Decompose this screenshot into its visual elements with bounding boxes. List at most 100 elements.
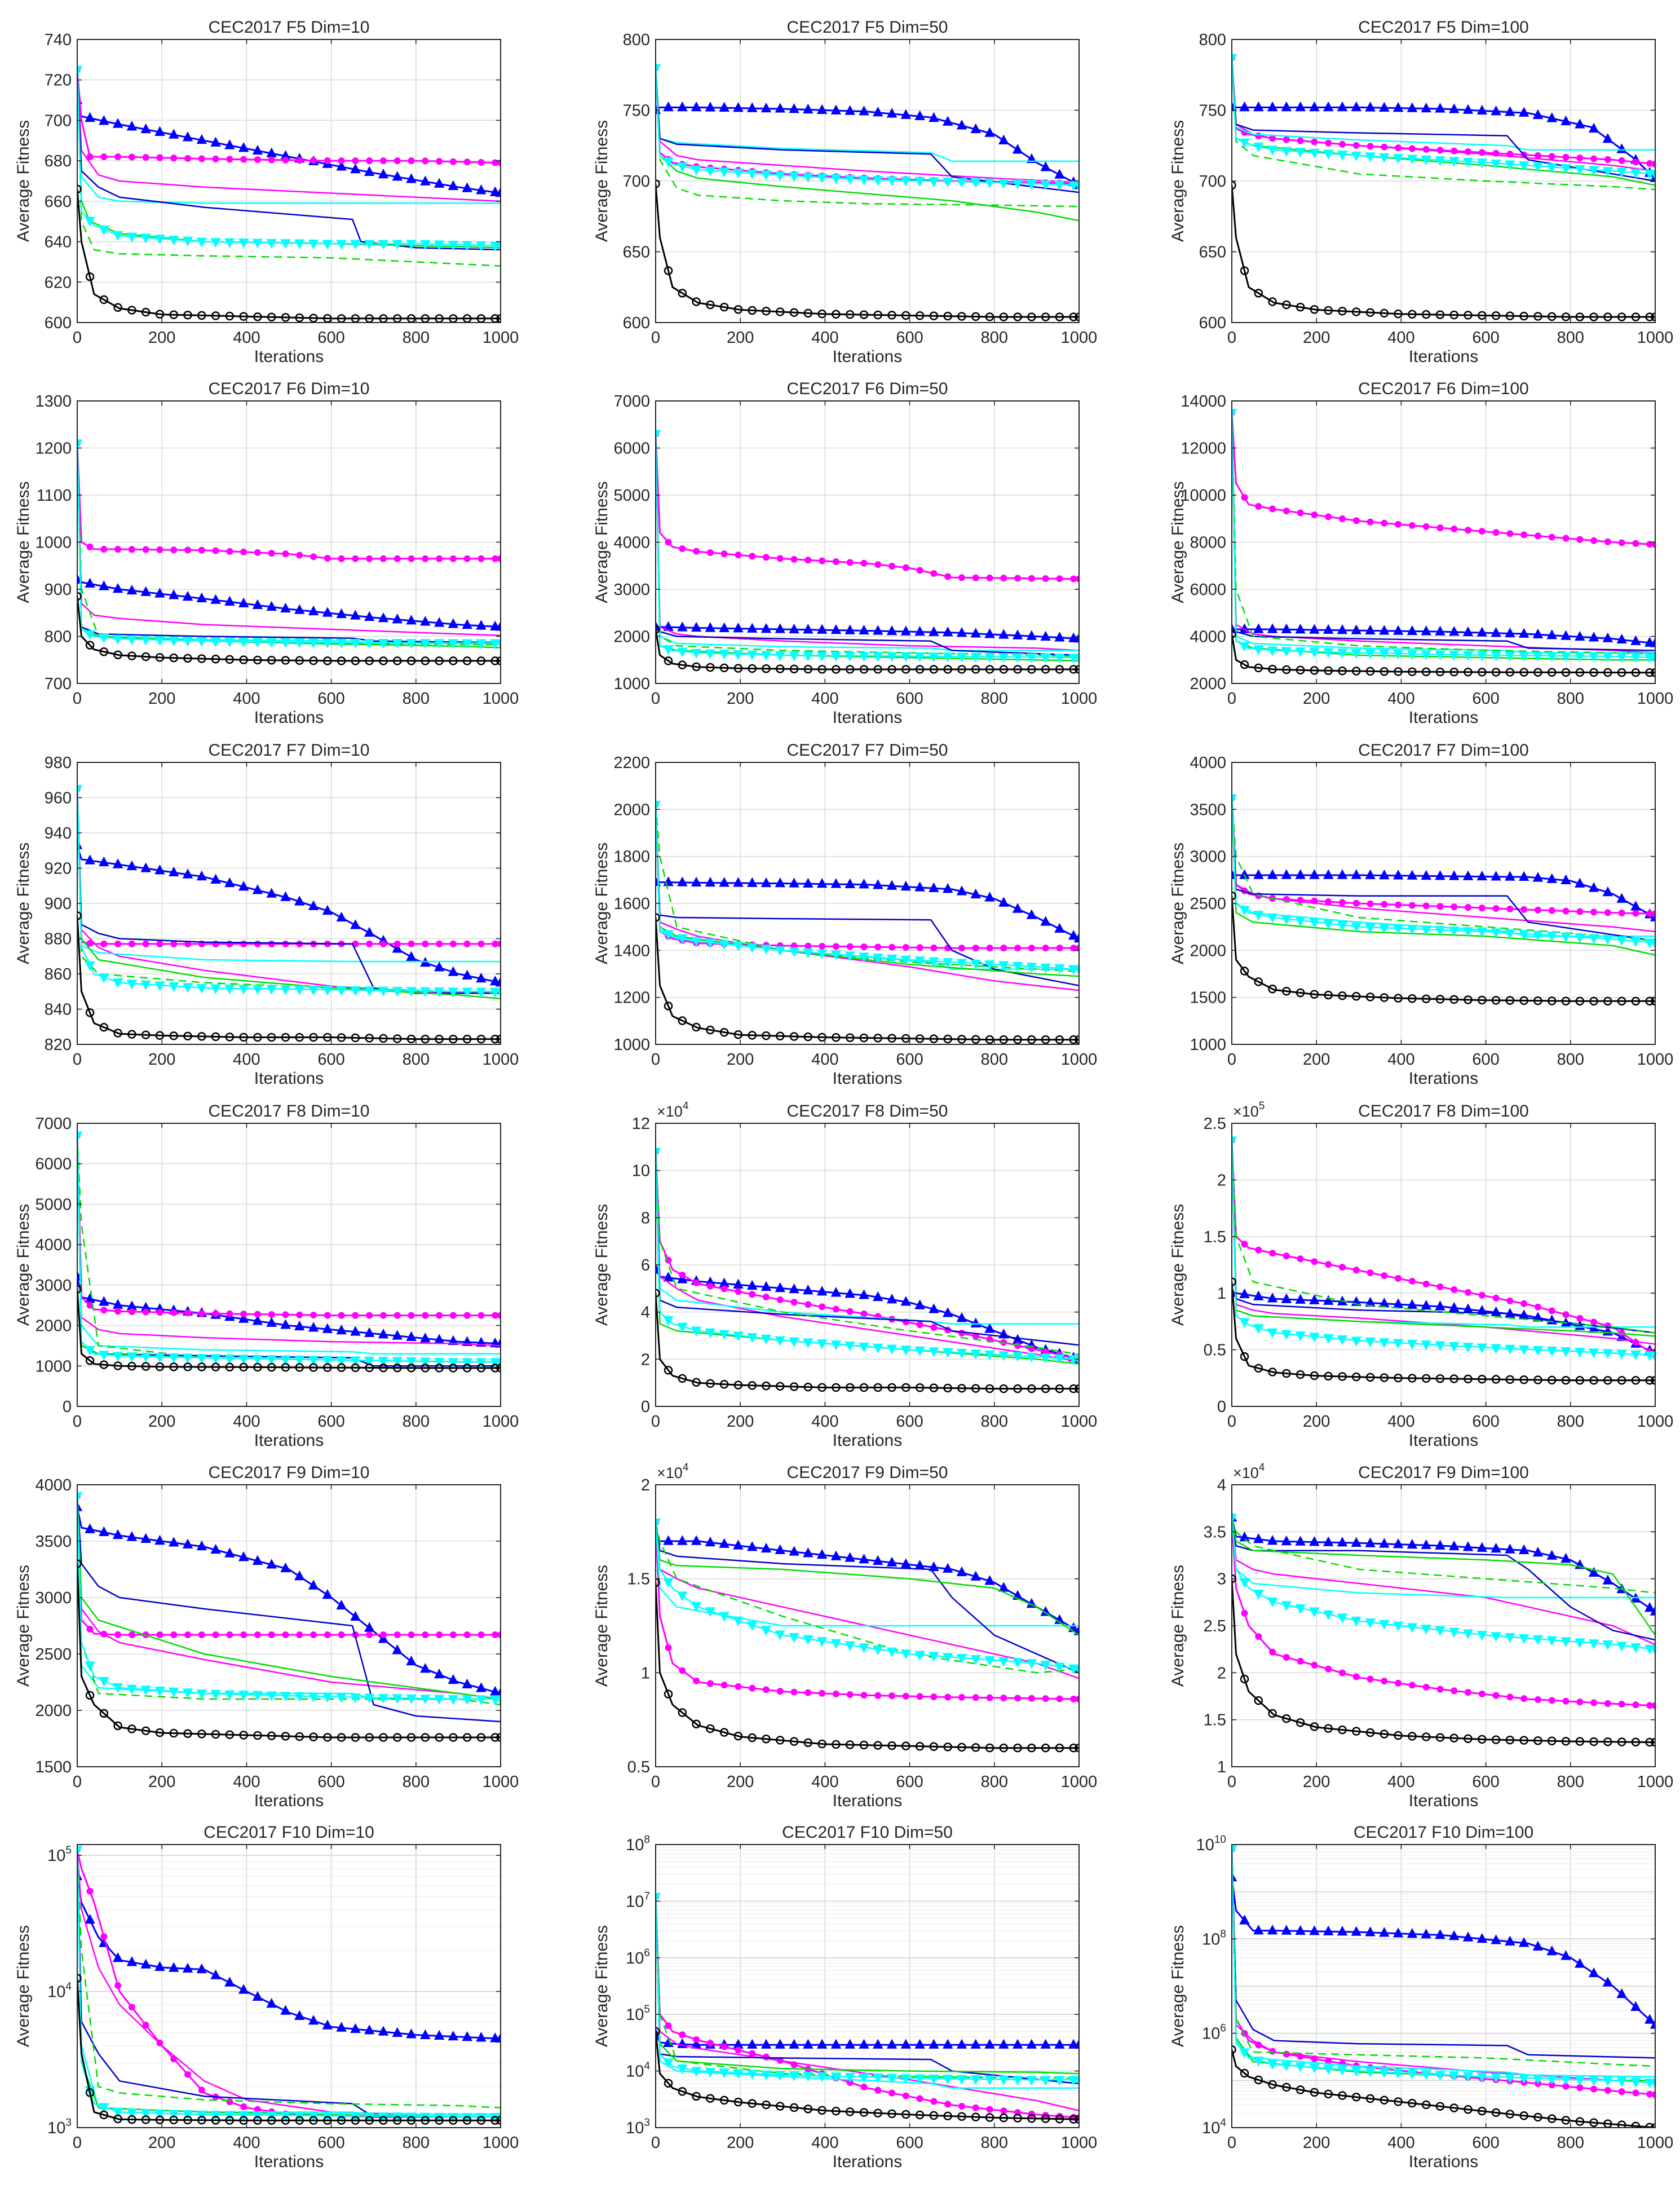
x-tick-label: 200 <box>727 1773 754 1791</box>
marker-s8 <box>99 1351 109 1361</box>
marker-s1 <box>1068 930 1079 940</box>
marker-s8 <box>126 1352 138 1362</box>
series-group <box>77 785 501 1044</box>
marker-s8 <box>322 240 333 250</box>
x-tick-label: 200 <box>1303 329 1330 347</box>
marker-s8 <box>1546 1636 1558 1646</box>
marker-s2 <box>735 552 742 559</box>
marker-s1 <box>733 1278 744 1289</box>
x-tick-label: 1000 <box>1637 1413 1674 1431</box>
marker-s2 <box>463 1312 471 1319</box>
marker-s2 <box>156 546 163 553</box>
marker-s8 <box>238 985 249 995</box>
marker-s2 <box>1436 1686 1444 1693</box>
marker-s1 <box>266 601 277 611</box>
marker-s9 <box>1338 1372 1347 1381</box>
marker-s8 <box>1602 1349 1613 1359</box>
marker-s8 <box>1281 915 1292 925</box>
marker-s1 <box>1435 1539 1445 1550</box>
y-tick-label: 106 <box>1202 2023 1226 2043</box>
chart-panel-2: 0 200 400 600 800 1000600650700750800CEC2017 … <box>593 18 1097 366</box>
marker-s8 <box>914 956 925 967</box>
marker-s1 <box>929 112 939 122</box>
chart-panel-6: 0 200 400 600 800 100020004000600080001000012… <box>1169 380 1673 727</box>
marker-s9 <box>1069 1035 1078 1044</box>
marker-s8 <box>789 2071 799 2081</box>
marker-s8 <box>984 178 995 188</box>
marker-s1 <box>1546 629 1558 639</box>
marker-s8 <box>1435 156 1445 166</box>
marker-s8 <box>656 1148 661 1158</box>
marker-s9 <box>406 1364 416 1373</box>
axes-box <box>655 1844 1080 2128</box>
series-group <box>1232 409 1655 677</box>
marker-s8 <box>1365 649 1376 659</box>
marker-s1 <box>719 622 730 632</box>
marker-s9 <box>748 1733 757 1742</box>
series-line-s5 <box>656 68 1079 193</box>
marker-s9 <box>1282 665 1291 674</box>
marker-s9 <box>462 1364 472 1373</box>
marker-s8 <box>970 178 982 188</box>
marker-s9 <box>957 312 966 321</box>
y-tick-label: 1000 <box>35 534 72 552</box>
marker-s2 <box>972 1333 979 1340</box>
marker-s8 <box>1337 921 1348 932</box>
marker-s1 <box>956 120 967 130</box>
marker-s9 <box>985 1743 994 1753</box>
marker-s8 <box>929 1347 939 1357</box>
marker-s1 <box>154 1961 165 1971</box>
y-tick-label: 8000 <box>1190 534 1226 552</box>
series-s8 <box>1232 794 1655 949</box>
marker-s8 <box>663 2058 674 2068</box>
marker-s1 <box>1239 1288 1250 1299</box>
marker-s1 <box>1449 1930 1460 1940</box>
marker-s9 <box>476 1733 486 1742</box>
marker-s1 <box>900 2039 912 2049</box>
marker-s9 <box>295 313 304 323</box>
marker-s9 <box>776 1031 785 1041</box>
x-tick-label: 0 <box>1227 1051 1236 1069</box>
marker-s8 <box>1560 164 1571 174</box>
y-tick-label: 104 <box>1202 2117 1226 2137</box>
marker-s9 <box>197 311 206 320</box>
grid <box>1231 1844 1656 2128</box>
marker-s2 <box>1604 909 1611 916</box>
y-tick-label: 1 <box>1217 1285 1226 1303</box>
x-tick-label: 1000 <box>1637 329 1674 347</box>
marker-s8 <box>1040 180 1051 191</box>
marker-s8 <box>984 1350 995 1361</box>
marker-s9 <box>789 1032 799 1041</box>
y-tick-label: 0.5 <box>1204 1342 1226 1360</box>
marker-s2 <box>324 1312 331 1319</box>
marker-s9 <box>1505 311 1515 320</box>
marker-s9 <box>1310 1371 1319 1380</box>
marker-s8 <box>1560 2075 1571 2085</box>
marker-s1 <box>677 876 688 886</box>
marker-s1 <box>1588 882 1599 892</box>
marker-s9 <box>692 1378 701 1387</box>
marker-s1 <box>168 129 179 139</box>
marker-s1 <box>126 860 138 871</box>
marker-s9 <box>776 1736 785 1745</box>
marker-s1 <box>761 2039 772 2049</box>
marker-s1 <box>1491 1934 1501 1944</box>
marker-s8 <box>77 1846 83 1856</box>
marker-s8 <box>210 1689 221 1700</box>
marker-s9 <box>1575 2117 1585 2126</box>
y-tick-label: 900 <box>45 581 72 599</box>
marker-s8 <box>196 983 207 994</box>
marker-s2 <box>128 1631 135 1638</box>
marker-s9 <box>379 656 388 665</box>
x-tick-label: 400 <box>811 1773 838 1791</box>
marker-s2 <box>212 547 219 554</box>
marker-s8 <box>1491 159 1501 170</box>
marker-s8 <box>1239 1318 1250 1328</box>
marker-s8 <box>1309 1333 1320 1343</box>
marker-s9 <box>664 1689 673 1699</box>
marker-s8 <box>1012 1352 1023 1362</box>
marker-s2 <box>1000 2107 1007 2115</box>
marker-s2 <box>1076 575 1079 583</box>
marker-s8 <box>1232 794 1237 804</box>
marker-s8 <box>873 1343 883 1354</box>
